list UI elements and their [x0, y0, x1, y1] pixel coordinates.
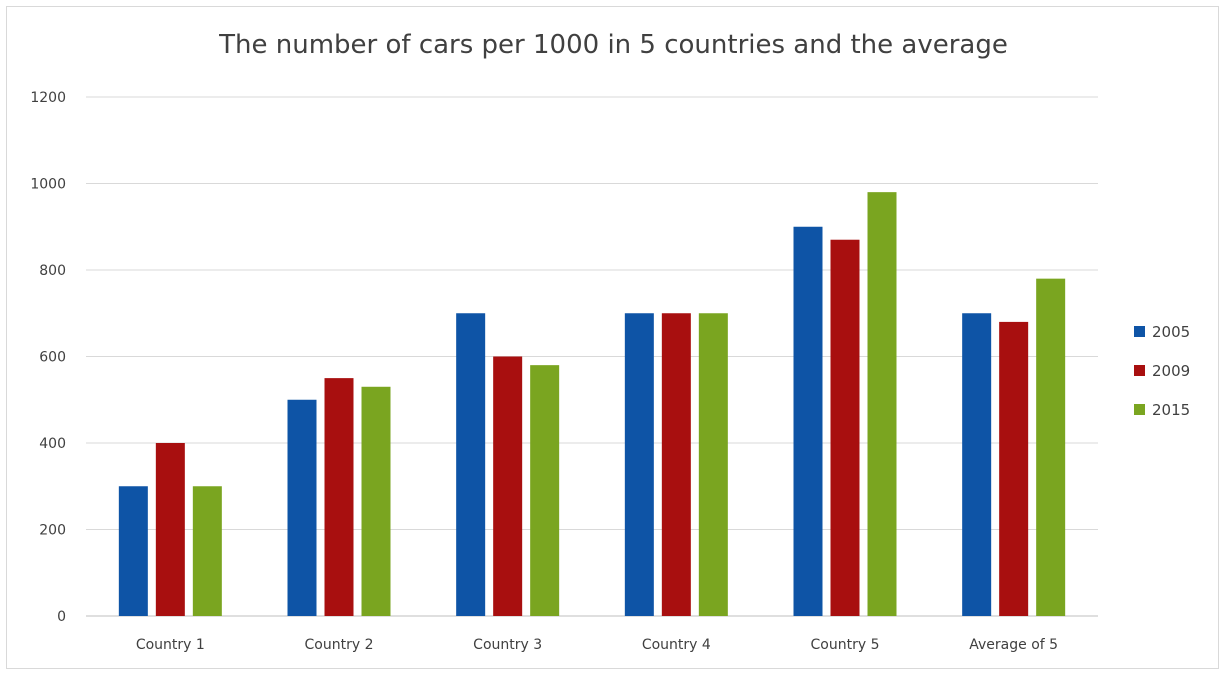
bar-2009-2 [493, 356, 523, 616]
x-tick-label: Country 4 [642, 637, 711, 653]
bar-2009-5 [999, 321, 1029, 616]
legend: 2005 2009 2015 [1134, 323, 1190, 419]
bar-2005-0 [118, 486, 148, 616]
bar-2009-4 [830, 239, 860, 616]
bar-2015-1 [361, 386, 391, 616]
legend-label: 2009 [1152, 362, 1190, 380]
x-tick-label: Country 5 [811, 637, 880, 653]
bar-2015-4 [867, 192, 897, 616]
gridlines [86, 96, 1098, 617]
bar-2005-2 [456, 313, 486, 616]
y-tick-label: 200 [39, 523, 66, 539]
y-tick-label: 600 [39, 350, 66, 366]
bar-2015-5 [1036, 278, 1066, 616]
bar-2009-3 [661, 313, 691, 616]
legend-label: 2005 [1152, 323, 1190, 341]
legend-label: 2015 [1152, 401, 1190, 419]
x-axis-tick-labels: Country 1 Country 2 Country 3 Country 4 Coun… [136, 637, 1058, 653]
x-tick-label: Country 1 [136, 637, 205, 653]
x-tick-label: Country 2 [305, 637, 374, 653]
legend-swatch-2015 [1134, 404, 1145, 415]
bars [118, 192, 1066, 616]
bar-2005-4 [793, 226, 823, 616]
y-tick-label: 800 [39, 263, 66, 279]
chart-title: The number of cars per 1000 in 5 countri… [219, 30, 1008, 60]
bar-2005-1 [287, 399, 317, 616]
bar-2005-3 [624, 313, 654, 616]
y-tick-label: 1200 [30, 90, 66, 106]
y-tick-label: 0 [57, 609, 66, 625]
x-tick-label: Average of 5 [969, 637, 1058, 653]
bar-2015-0 [192, 486, 222, 616]
y-tick-label: 1000 [30, 177, 66, 193]
bar-2009-1 [324, 378, 354, 616]
x-tick-label: Country 3 [473, 637, 542, 653]
legend-swatch-2005 [1134, 326, 1145, 337]
bar-2009-0 [155, 443, 185, 616]
y-tick-label: 400 [39, 436, 66, 452]
y-axis-tick-labels: 0 200 400 600 800 1000 1200 [30, 90, 66, 625]
legend-swatch-2009 [1134, 365, 1145, 376]
bar-2005-5 [962, 313, 992, 616]
bar-2015-2 [530, 365, 560, 616]
bar-2015-3 [698, 313, 728, 616]
